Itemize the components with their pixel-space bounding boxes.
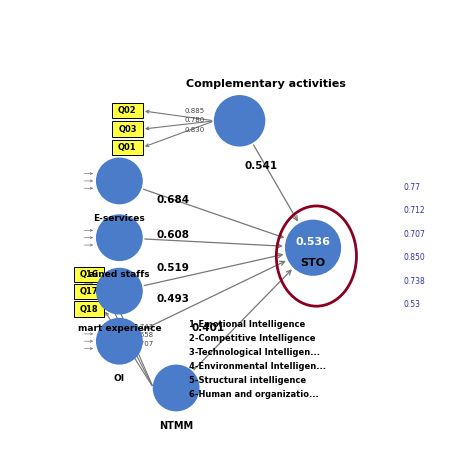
Circle shape bbox=[97, 268, 142, 314]
Text: Q03: Q03 bbox=[118, 125, 137, 134]
FancyBboxPatch shape bbox=[112, 140, 143, 155]
Text: Complementary activities: Complementary activities bbox=[186, 79, 346, 89]
Text: STO: STO bbox=[301, 258, 326, 268]
Text: Q18: Q18 bbox=[80, 305, 98, 314]
FancyBboxPatch shape bbox=[73, 284, 104, 300]
Text: NTMM: NTMM bbox=[159, 421, 193, 431]
Text: Q16: Q16 bbox=[80, 270, 98, 279]
Text: 0.401: 0.401 bbox=[191, 323, 225, 333]
Text: 0.707: 0.707 bbox=[134, 341, 154, 347]
Text: 0.541: 0.541 bbox=[244, 161, 277, 171]
Text: Q17: Q17 bbox=[80, 287, 98, 296]
Text: 0.830: 0.830 bbox=[185, 127, 205, 133]
FancyBboxPatch shape bbox=[112, 121, 143, 137]
Text: 0.850: 0.850 bbox=[403, 253, 425, 262]
Text: 0.77: 0.77 bbox=[403, 183, 420, 192]
Text: 0.608: 0.608 bbox=[156, 230, 190, 240]
FancyBboxPatch shape bbox=[112, 103, 143, 118]
Text: 5-Structural intelligence: 5-Structural intelligence bbox=[190, 375, 307, 384]
Text: Q02: Q02 bbox=[118, 106, 137, 115]
Circle shape bbox=[97, 215, 142, 260]
Text: mart experience: mart experience bbox=[78, 324, 161, 333]
Circle shape bbox=[215, 96, 264, 146]
Circle shape bbox=[97, 158, 142, 204]
Circle shape bbox=[286, 220, 340, 275]
Text: ained staffs: ained staffs bbox=[89, 271, 150, 280]
Circle shape bbox=[154, 365, 199, 410]
Text: 0.493: 0.493 bbox=[156, 294, 190, 304]
Text: 0.519: 0.519 bbox=[156, 263, 190, 273]
Circle shape bbox=[97, 319, 142, 364]
Text: 0.743: 0.743 bbox=[134, 324, 154, 329]
Text: 0.658: 0.658 bbox=[134, 332, 154, 338]
Text: 6-Human and organizatio...: 6-Human and organizatio... bbox=[190, 390, 319, 399]
Text: 4-Environmental Intelligen...: 4-Environmental Intelligen... bbox=[190, 362, 327, 371]
Text: 0.780: 0.780 bbox=[185, 118, 205, 123]
Text: Q01: Q01 bbox=[118, 143, 137, 152]
Text: 0.738: 0.738 bbox=[403, 277, 425, 286]
Text: 1-Emotional Intelligence: 1-Emotional Intelligence bbox=[190, 319, 306, 328]
Text: 0.53: 0.53 bbox=[403, 300, 420, 309]
Text: 0.536: 0.536 bbox=[296, 237, 330, 246]
Text: OI: OI bbox=[114, 374, 125, 383]
Text: 3-Technological Intelligen...: 3-Technological Intelligen... bbox=[190, 347, 320, 356]
Text: 0.885: 0.885 bbox=[185, 108, 205, 114]
Text: 0.684: 0.684 bbox=[156, 195, 190, 205]
Text: 0.712: 0.712 bbox=[403, 207, 425, 216]
Text: 0.707: 0.707 bbox=[403, 230, 425, 239]
FancyBboxPatch shape bbox=[73, 267, 104, 282]
Text: E-services: E-services bbox=[93, 214, 145, 223]
FancyBboxPatch shape bbox=[73, 301, 104, 317]
Text: 2-Competitive Intelligence: 2-Competitive Intelligence bbox=[190, 334, 316, 343]
